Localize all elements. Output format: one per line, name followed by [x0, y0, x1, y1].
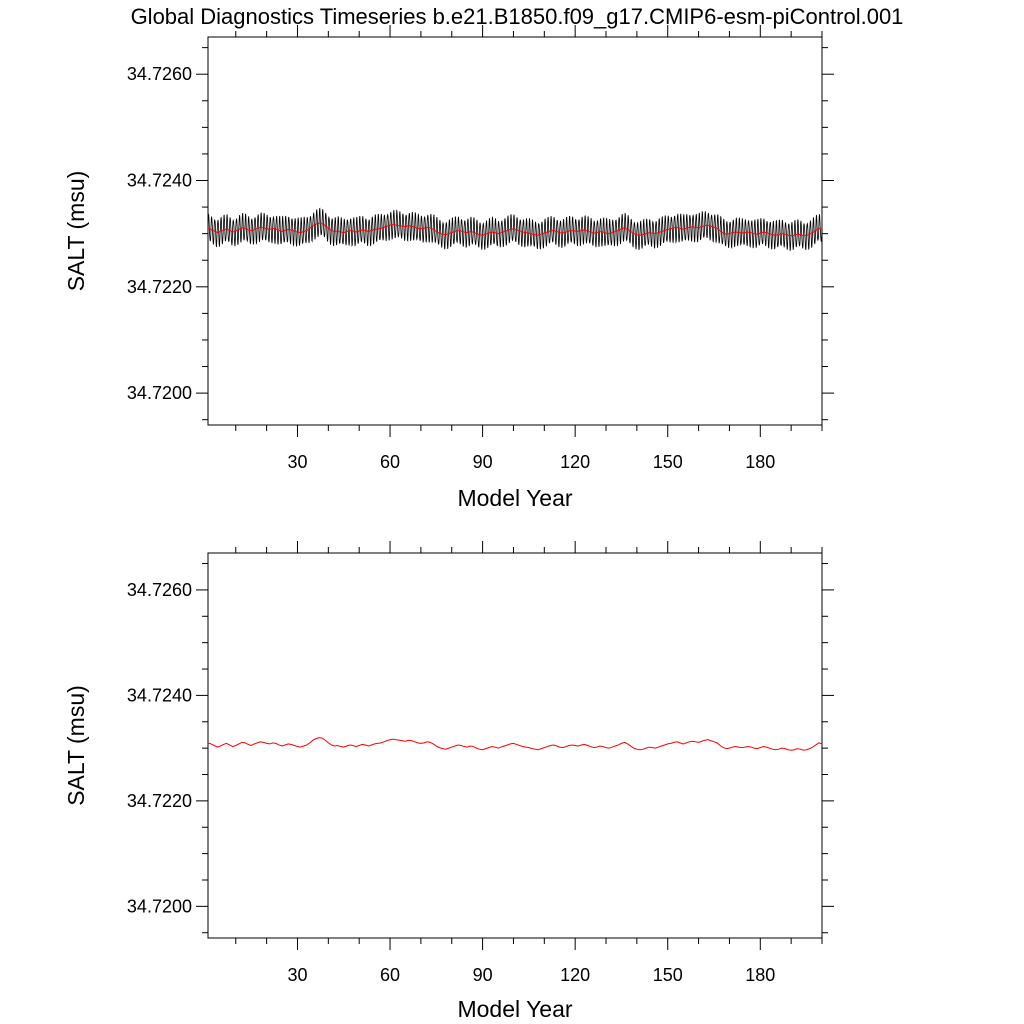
y-tick-label: 34.7220 — [127, 791, 192, 811]
y-tick-label: 34.7240 — [127, 685, 192, 705]
y-axis-label: SALT (msu) — [63, 685, 89, 806]
x-tick-label: 150 — [653, 965, 683, 985]
series-line-monthly — [207, 207, 823, 252]
x-tick-label: 120 — [560, 965, 590, 985]
x-tick-label: 60 — [380, 965, 400, 985]
x-tick-label: 90 — [473, 452, 493, 472]
x-tick-label: 90 — [473, 965, 493, 985]
panel-top: 34.7200 34.7220 34.7240 34.7260 30 60 90 120 150… — [63, 25, 834, 511]
x-tick-label: 180 — [745, 452, 775, 472]
y-tick-label: 34.7200 — [127, 896, 192, 916]
x-tick-label: 30 — [287, 965, 307, 985]
y-tick-label: 34.7220 — [127, 277, 192, 297]
x-axis-label: Model Year — [457, 485, 572, 511]
chart-title: Global Diagnostics Timeseries b.e21.B185… — [131, 4, 904, 29]
series-line-annual — [207, 737, 823, 751]
y-tick-label: 34.7200 — [127, 383, 192, 403]
x-tick-label: 150 — [653, 452, 683, 472]
y-tick-label: 34.7240 — [127, 171, 192, 191]
x-tick-label: 120 — [560, 452, 590, 472]
x-tick-label: 30 — [287, 452, 307, 472]
panel-bottom: 34.7200 34.7220 34.7240 34.7260 30 60 90 120 150… — [63, 541, 834, 1022]
plot-frame — [207, 552, 823, 939]
y-tick-label: 34.7260 — [127, 580, 192, 600]
series-line-annual — [207, 222, 823, 237]
y-tick-label: 34.7260 — [127, 64, 192, 84]
x-tick-label: 60 — [380, 452, 400, 472]
x-tick-label: 180 — [745, 965, 775, 985]
y-axis-label: SALT (msu) — [63, 171, 89, 292]
x-axis-label: Model Year — [457, 996, 572, 1022]
